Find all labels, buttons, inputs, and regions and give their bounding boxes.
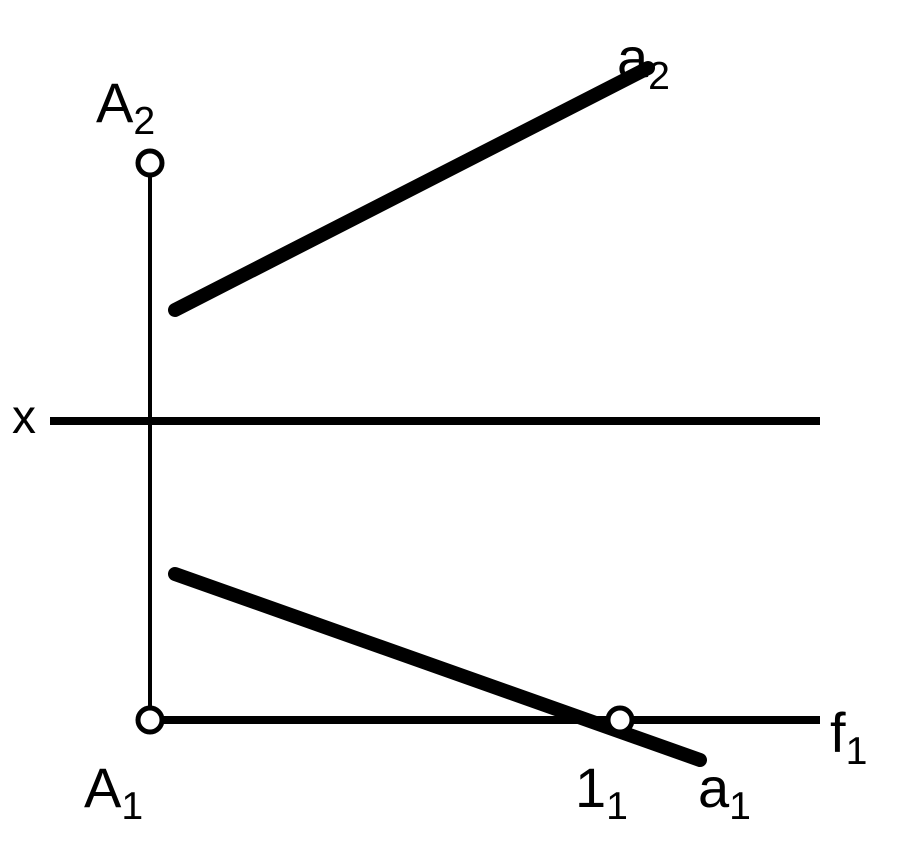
label-a2line-sub: 2 bbox=[648, 55, 670, 98]
label-one1: 11 bbox=[575, 755, 628, 829]
point-a1 bbox=[138, 708, 162, 732]
label-one1-main: 1 bbox=[575, 756, 606, 819]
label-a1-sub: 1 bbox=[121, 785, 143, 828]
point-one1 bbox=[608, 708, 632, 732]
label-one1-sub: 1 bbox=[606, 785, 628, 828]
label-a1-line: a1 bbox=[698, 755, 751, 829]
a2-line bbox=[175, 68, 648, 310]
label-a2line-main: a bbox=[617, 26, 648, 89]
label-a2-sub: 2 bbox=[133, 100, 155, 143]
label-a2-main: A bbox=[96, 71, 133, 134]
label-x-main: x bbox=[12, 391, 36, 444]
label-x: x bbox=[12, 390, 36, 445]
label-f1-main: f bbox=[830, 701, 846, 764]
label-a1-main: A bbox=[84, 756, 121, 819]
label-f1: f1 bbox=[830, 700, 867, 774]
label-a1line-main: a bbox=[698, 756, 729, 819]
label-a2-upper: A2 bbox=[96, 70, 155, 144]
point-a2 bbox=[138, 151, 162, 175]
label-a2-line: a2 bbox=[617, 25, 670, 99]
label-a1line-sub: 1 bbox=[729, 785, 751, 828]
label-a1-upper: A1 bbox=[84, 755, 143, 829]
label-f1-sub: 1 bbox=[846, 730, 868, 773]
